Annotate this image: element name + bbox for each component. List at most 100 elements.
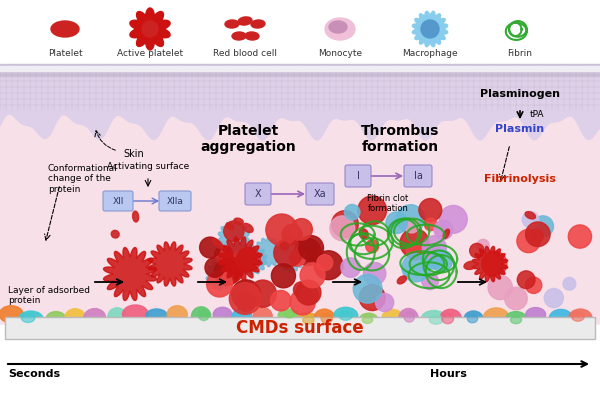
Circle shape [266, 214, 298, 246]
Circle shape [142, 21, 158, 37]
Text: I: I [356, 171, 359, 181]
Ellipse shape [232, 308, 252, 327]
Circle shape [271, 264, 295, 288]
Text: Skin: Skin [123, 149, 144, 159]
Text: Thrombus
formation: Thrombus formation [361, 124, 439, 154]
Ellipse shape [46, 312, 66, 326]
Ellipse shape [443, 229, 449, 238]
Circle shape [397, 205, 425, 233]
Ellipse shape [253, 307, 272, 326]
Text: X: X [254, 189, 262, 199]
Circle shape [299, 236, 323, 260]
Polygon shape [104, 247, 157, 301]
Circle shape [400, 229, 429, 258]
Circle shape [359, 284, 385, 310]
Polygon shape [472, 246, 508, 282]
Polygon shape [236, 244, 267, 275]
Ellipse shape [569, 309, 592, 327]
Ellipse shape [232, 32, 246, 40]
Ellipse shape [302, 316, 314, 324]
Text: Fibrin: Fibrin [508, 49, 533, 58]
Circle shape [249, 280, 277, 307]
Ellipse shape [339, 311, 352, 320]
Circle shape [206, 271, 233, 297]
Circle shape [353, 274, 382, 303]
Circle shape [205, 258, 224, 277]
Text: Hours: Hours [430, 369, 467, 379]
Bar [5, 317, 595, 339]
Circle shape [300, 263, 325, 288]
Ellipse shape [484, 308, 509, 328]
FancyBboxPatch shape [103, 191, 133, 211]
Circle shape [366, 240, 379, 253]
Circle shape [215, 245, 233, 264]
Circle shape [386, 212, 407, 234]
Text: tPA: tPA [530, 110, 545, 119]
Ellipse shape [212, 239, 223, 248]
Circle shape [200, 237, 220, 258]
Ellipse shape [199, 310, 209, 321]
Ellipse shape [245, 32, 259, 40]
Ellipse shape [238, 17, 252, 25]
Ellipse shape [429, 315, 443, 324]
Circle shape [434, 220, 453, 240]
Bar [0, 0, 600, 64]
Ellipse shape [191, 307, 211, 327]
Ellipse shape [511, 316, 521, 323]
Circle shape [477, 239, 489, 251]
Text: Red blood cell: Red blood cell [213, 49, 277, 58]
Circle shape [376, 294, 394, 312]
Circle shape [332, 211, 358, 238]
Ellipse shape [321, 313, 332, 323]
Bar [0, 66, 600, 114]
Ellipse shape [399, 309, 418, 328]
Text: Plasminogen: Plasminogen [480, 89, 560, 99]
Text: Ia: Ia [413, 171, 422, 181]
Text: Fibrin clot
formation: Fibrin clot formation [367, 194, 409, 214]
Text: Layer of adsorbed
protein: Layer of adsorbed protein [8, 286, 90, 305]
Circle shape [422, 273, 439, 290]
Ellipse shape [108, 308, 126, 325]
Polygon shape [148, 242, 192, 286]
Bar [0, 66, 600, 71]
Circle shape [517, 271, 535, 289]
Circle shape [229, 283, 261, 314]
FancyBboxPatch shape [345, 165, 371, 187]
Ellipse shape [362, 316, 373, 323]
Circle shape [274, 239, 302, 267]
Ellipse shape [404, 311, 415, 322]
Ellipse shape [234, 218, 243, 225]
Text: Seconds: Seconds [8, 369, 60, 379]
Ellipse shape [213, 307, 232, 322]
Text: Monocyte: Monocyte [318, 49, 362, 58]
Ellipse shape [278, 309, 298, 322]
Circle shape [439, 205, 467, 233]
FancyBboxPatch shape [159, 191, 191, 211]
Circle shape [289, 250, 305, 266]
Circle shape [236, 247, 260, 272]
Circle shape [358, 196, 386, 225]
Ellipse shape [19, 311, 43, 328]
Circle shape [526, 277, 542, 294]
Circle shape [517, 229, 540, 253]
Circle shape [530, 229, 544, 243]
Circle shape [299, 286, 319, 305]
Circle shape [302, 247, 317, 262]
Circle shape [214, 259, 240, 285]
Ellipse shape [334, 307, 358, 324]
Ellipse shape [84, 309, 106, 327]
FancyBboxPatch shape [245, 183, 271, 205]
Text: Macrophage: Macrophage [402, 49, 458, 58]
Circle shape [568, 225, 592, 248]
Circle shape [488, 275, 512, 299]
Text: Platelet
aggregation: Platelet aggregation [200, 124, 296, 154]
Circle shape [236, 292, 256, 312]
Text: Platelet: Platelet [47, 49, 82, 58]
Text: Xa: Xa [314, 189, 326, 199]
Ellipse shape [251, 20, 265, 28]
Ellipse shape [51, 21, 79, 37]
Circle shape [424, 218, 437, 230]
Ellipse shape [284, 311, 295, 318]
Ellipse shape [467, 314, 478, 323]
Text: Active platelet: Active platelet [117, 49, 183, 58]
